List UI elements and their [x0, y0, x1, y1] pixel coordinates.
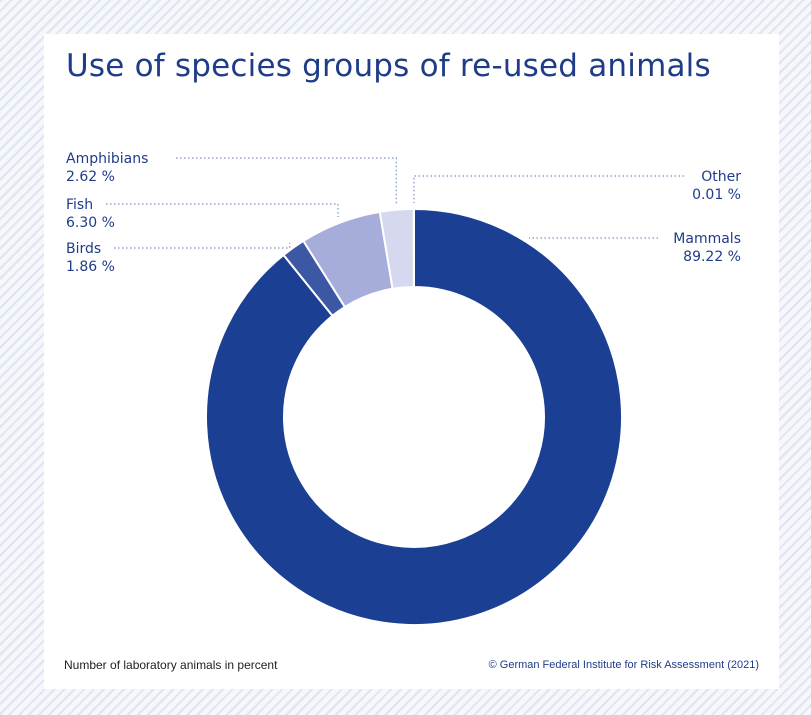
label-birds-value: 1.86 %: [66, 259, 115, 275]
label-other-value: 0.01 %: [692, 187, 741, 203]
chart-title: Use of species groups of re-used animals: [66, 48, 711, 84]
leader-line-amphibians: [176, 157, 397, 204]
label-fish-name: Fish: [66, 197, 94, 213]
label-amphibians-value: 2.62 %: [66, 169, 115, 185]
label-mammals-value: 89.22 %: [683, 249, 741, 265]
footnote-copyright: © German Federal Institute for Risk Asse…: [488, 659, 759, 671]
label-amphibians: Amphibians 2.62 %: [66, 150, 148, 186]
label-mammals-name: Mammals: [673, 231, 741, 247]
footnote-units: Number of laboratory animals in percent: [64, 658, 278, 672]
leader-line-birds: [114, 242, 291, 249]
label-mammals: Mammals 89.22 %: [673, 230, 741, 266]
label-birds-name: Birds: [66, 241, 102, 257]
label-fish: Fish 6.30 %: [66, 196, 115, 232]
label-other-name: Other: [701, 169, 741, 185]
chart-card: Use of species groups of re-used animals…: [44, 34, 779, 689]
label-amphibians-name: Amphibians: [66, 151, 149, 167]
label-fish-value: 6.30 %: [66, 215, 115, 231]
label-birds: Birds 1.86 %: [66, 240, 115, 276]
leader-line-fish: [106, 203, 339, 217]
donut-chart: [106, 157, 684, 626]
label-other: Other 0.01 %: [692, 168, 741, 204]
leader-line-other: [413, 175, 684, 204]
slice-mammals: [205, 207, 623, 626]
